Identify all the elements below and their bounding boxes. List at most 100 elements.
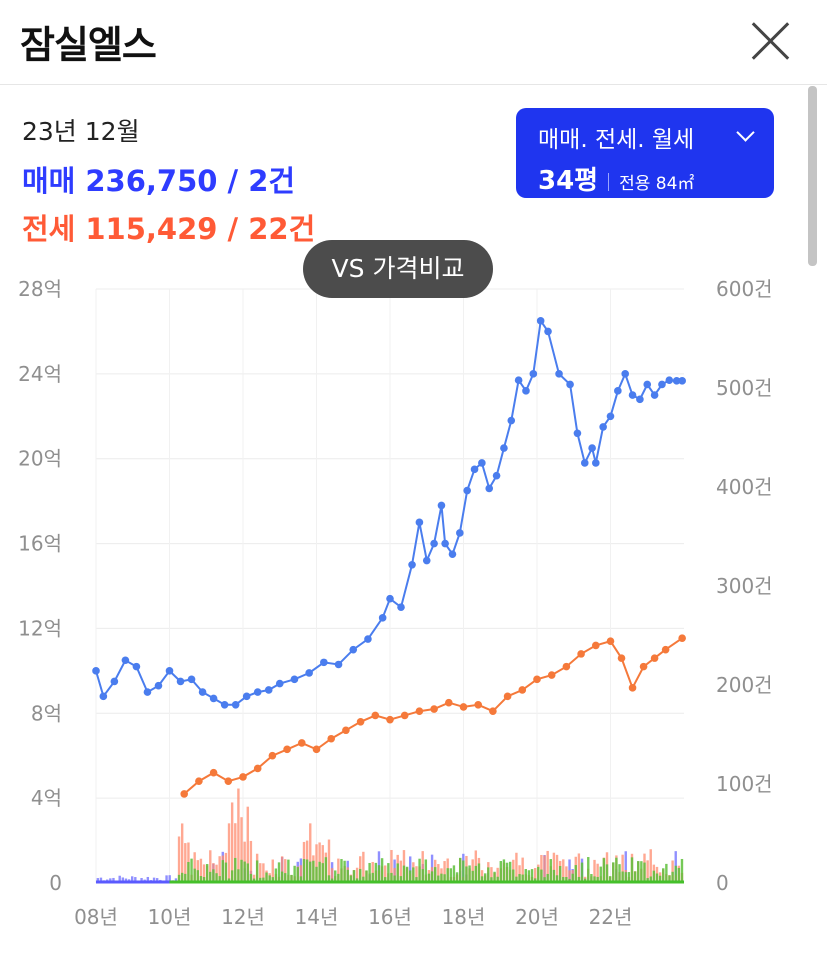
volume-bar xyxy=(371,872,374,883)
sale-point xyxy=(614,387,622,395)
volume-bar xyxy=(480,876,484,883)
volume-bar xyxy=(577,876,581,883)
volume-bar xyxy=(390,872,393,883)
sale-point xyxy=(441,539,449,548)
jeonse-point xyxy=(474,701,483,709)
volume-bar xyxy=(152,877,156,883)
sale-point xyxy=(555,370,563,378)
divider xyxy=(608,172,610,191)
volume-bar xyxy=(249,873,253,883)
volume-bar xyxy=(662,868,665,883)
scrollbar[interactable] xyxy=(808,86,817,266)
type-size-selector[interactable]: 매매. 전세. 월세 34평 전용 84㎡ xyxy=(516,108,774,198)
sale-point xyxy=(132,662,141,671)
volume-bar xyxy=(552,852,556,883)
volume-bar xyxy=(199,876,203,883)
volume-bar xyxy=(658,875,662,883)
volume-bar xyxy=(499,861,503,883)
volume-bar xyxy=(593,859,596,883)
sale-point xyxy=(264,686,273,694)
y-tick-label: 20억 xyxy=(18,447,62,471)
volume-bar xyxy=(280,871,284,883)
volume-bar xyxy=(505,862,509,883)
y-tick-label: 28억 xyxy=(18,277,62,301)
volume-bar xyxy=(655,873,659,883)
volume-bar xyxy=(209,871,212,883)
volume-bar xyxy=(118,875,121,883)
volume-bar xyxy=(427,873,431,883)
volume-bar xyxy=(321,863,324,883)
sale-point xyxy=(672,377,681,385)
volume-bar xyxy=(490,867,493,883)
volume-bar xyxy=(337,873,340,883)
volume-bar xyxy=(249,840,253,883)
volume-bar xyxy=(462,860,465,883)
volume-bar xyxy=(205,864,209,883)
sale-point xyxy=(470,465,479,474)
summary-date: 23년 12월 xyxy=(22,117,140,146)
sale-point xyxy=(275,679,284,688)
jeonse-point xyxy=(239,773,247,781)
y2-tick-label: 0 xyxy=(716,871,729,895)
volume-bar xyxy=(371,861,374,883)
volume-bar xyxy=(527,870,531,883)
volume-bar xyxy=(218,856,221,883)
sale-point xyxy=(176,677,185,686)
jeonse-point xyxy=(533,675,541,684)
sale-point xyxy=(121,656,130,665)
volume-bar xyxy=(643,862,646,883)
sale-point xyxy=(231,701,240,709)
volume-bar xyxy=(315,844,318,883)
sale-point xyxy=(507,416,516,425)
volume-bars xyxy=(96,788,684,884)
volume-bar xyxy=(677,867,681,883)
sale-point xyxy=(492,471,501,480)
sale-point xyxy=(187,675,196,684)
jeonse-value: 115,429 / 22건 xyxy=(85,212,316,246)
volume-bar xyxy=(565,877,568,883)
sale-point xyxy=(415,518,424,527)
y-tick-label: 16억 xyxy=(18,532,62,556)
jeonse-point xyxy=(639,662,648,671)
volume-bar xyxy=(405,866,409,883)
jeonse-point xyxy=(518,686,527,694)
volume-bar xyxy=(671,871,674,883)
y-tick-label: 24억 xyxy=(18,362,62,386)
sale-point xyxy=(143,688,152,696)
sale-point xyxy=(99,692,108,701)
volume-bar xyxy=(215,873,218,883)
volume-bar xyxy=(674,865,677,883)
volume-bar xyxy=(409,870,412,883)
volume-bar xyxy=(571,873,574,883)
volume-bar xyxy=(515,876,518,883)
y2-tick-label: 600건 xyxy=(716,277,773,301)
volume-bar xyxy=(546,873,549,883)
x-tick-label: 14년 xyxy=(295,905,339,929)
volume-bar xyxy=(262,863,265,883)
y-tick-label: 12억 xyxy=(18,616,62,640)
volume-bar xyxy=(596,863,599,883)
sale-point xyxy=(463,486,471,495)
sale-point xyxy=(500,444,508,452)
volume-bar xyxy=(355,867,359,883)
volume-bar xyxy=(146,876,150,883)
volume-bar xyxy=(299,865,303,883)
volume-bar xyxy=(605,864,609,883)
volume-bar xyxy=(515,852,518,883)
volume-bar xyxy=(240,859,243,883)
volume-bar xyxy=(540,854,543,883)
sale-label: 매매 xyxy=(22,164,76,198)
volume-bar xyxy=(224,862,228,883)
jeonse-point xyxy=(606,637,615,645)
y2-tick-label: 400건 xyxy=(716,475,773,499)
volume-bar xyxy=(521,874,524,883)
jeonse-point xyxy=(547,671,556,679)
jeonse-point xyxy=(180,790,188,798)
compare-button[interactable]: VS 가격비교 xyxy=(303,240,493,298)
volume-bar xyxy=(452,865,456,883)
volume-bar xyxy=(193,852,196,883)
volume-bar xyxy=(680,858,684,883)
volume-bar xyxy=(437,875,440,883)
volume-bar xyxy=(334,870,337,883)
volume-bar xyxy=(309,861,312,883)
